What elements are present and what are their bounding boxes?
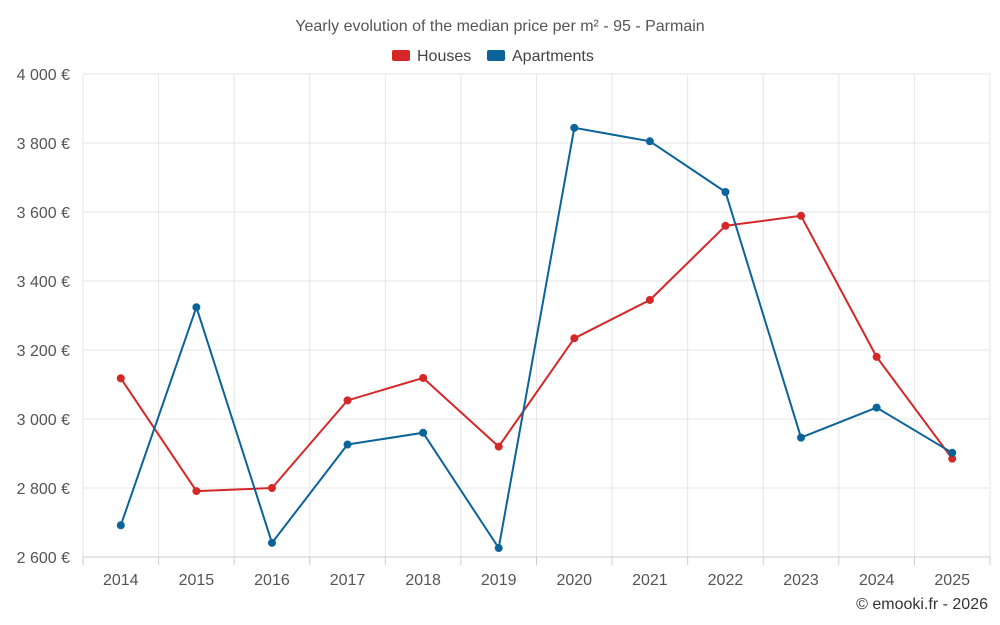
data-point-apartments-2023[interactable]: [797, 433, 806, 442]
data-point-apartments-2020[interactable]: [570, 123, 579, 132]
data-point-apartments-2014[interactable]: [116, 521, 125, 530]
y-tick-label: 3 200 €: [17, 343, 70, 360]
y-tick-label: 3 000 €: [17, 412, 70, 429]
y-tick-label: 2 800 €: [17, 481, 70, 498]
series-line-apartments[interactable]: [119, 126, 953, 549]
data-point-houses-2023[interactable]: [797, 211, 806, 220]
legend[interactable]: Houses Apartments: [392, 48, 594, 65]
data-point-houses-2017[interactable]: [343, 396, 352, 405]
x-tick-label: 2014: [103, 572, 139, 589]
x-tick-label: 2025: [934, 572, 970, 589]
y-tick-label: 3 400 €: [17, 274, 70, 291]
x-tick-label: 2017: [330, 572, 366, 589]
x-axis: 2014 2015 2016 2017 2018 2019 2020 2021 2022 2023…: [82, 556, 991, 589]
data-point-apartments-2016[interactable]: [267, 538, 276, 547]
data-point-houses-2019[interactable]: [494, 442, 503, 451]
data-point-houses-2021[interactable]: [645, 295, 654, 304]
data-point-houses-2018[interactable]: [419, 373, 428, 382]
data-point-houses-2020[interactable]: [570, 334, 579, 343]
series-line-houses[interactable]: [119, 214, 954, 493]
data-point-apartments-2021[interactable]: [645, 137, 654, 146]
x-tick-label: 2022: [708, 572, 744, 589]
x-tick-label: 2019: [481, 572, 517, 589]
x-tick-label: 2015: [179, 572, 215, 589]
y-tick-label: 3 600 €: [17, 205, 70, 222]
x-tick-label: 2023: [783, 572, 819, 589]
legend-swatch-apartments: [487, 50, 505, 61]
y-tick-label: 3 800 €: [17, 136, 70, 153]
x-tick-label: 2021: [632, 572, 668, 589]
data-point-apartments-2019[interactable]: [494, 544, 503, 553]
x-tick-label: 2024: [859, 572, 895, 589]
data-point-houses-2016[interactable]: [267, 484, 276, 492]
data-point-houses-2024[interactable]: [872, 352, 881, 361]
data-point-houses-2015[interactable]: [192, 487, 201, 496]
data-point-houses-2025[interactable]: [948, 454, 957, 463]
data-point-houses-2014[interactable]: [116, 374, 125, 383]
data-point-apartments-2022[interactable]: [721, 187, 730, 196]
data-point-houses-2022[interactable]: [721, 221, 730, 230]
grid: [82, 73, 991, 557]
legend-swatch-houses: [392, 50, 410, 61]
x-tick-label: 2018: [405, 572, 441, 589]
chart-title: Yearly evolution of the median price per…: [295, 18, 704, 35]
data-point-apartments-2024[interactable]: [872, 403, 881, 412]
data-point-apartments-2018[interactable]: [419, 428, 428, 437]
credit-text: © emooki.fr - 2026: [856, 596, 988, 613]
y-tick-label: 2 600 €: [17, 550, 70, 567]
y-tick-label: 4 000 €: [17, 67, 70, 84]
y-axis: 2 600 € 2 800 € 3 000 € 3 200 € 3 400 € 3 600…: [17, 67, 70, 567]
data-point-apartments-2015[interactable]: [192, 303, 201, 312]
data-point-apartments-2025[interactable]: [948, 448, 957, 457]
data-point-apartments-2017[interactable]: [343, 440, 352, 449]
x-tick-label: 2020: [556, 572, 592, 589]
legend-label-apartments[interactable]: Apartments: [512, 48, 594, 65]
x-tick-label: 2016: [254, 572, 290, 589]
legend-label-houses[interactable]: Houses: [417, 48, 471, 65]
series-layer: [116, 123, 957, 553]
